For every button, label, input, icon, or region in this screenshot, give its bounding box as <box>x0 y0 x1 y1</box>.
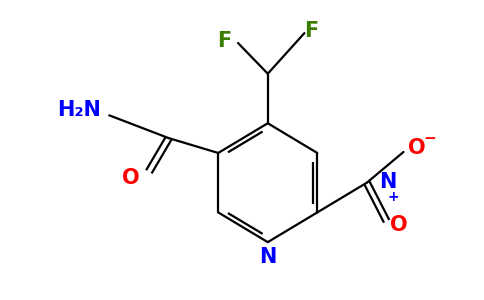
Text: −: − <box>424 130 437 146</box>
Text: N: N <box>259 247 276 267</box>
Text: H₂N: H₂N <box>58 100 102 120</box>
Text: N: N <box>378 172 396 192</box>
Text: O: O <box>122 168 140 188</box>
Text: O: O <box>390 215 408 235</box>
Text: +: + <box>388 190 399 204</box>
Text: F: F <box>304 21 318 41</box>
Text: O: O <box>408 138 425 158</box>
Text: F: F <box>217 31 231 51</box>
